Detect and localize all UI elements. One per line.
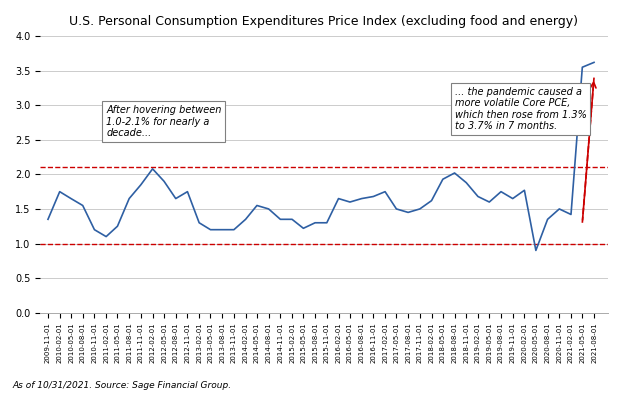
Title: U.S. Personal Consumption Expenditures Price Index (excluding food and energy): U.S. Personal Consumption Expenditures P… bbox=[69, 15, 578, 28]
Text: As of 10/31/2021. Source: Sage Financial Group.: As of 10/31/2021. Source: Sage Financial… bbox=[12, 381, 232, 390]
Text: After hovering between
1.0-2.1% for nearly a
decade...: After hovering between 1.0-2.1% for near… bbox=[106, 105, 222, 138]
Text: ... the pandemic caused a
more volatile Core PCE,
which then rose from 1.3%
to 3: ... the pandemic caused a more volatile … bbox=[454, 87, 587, 132]
